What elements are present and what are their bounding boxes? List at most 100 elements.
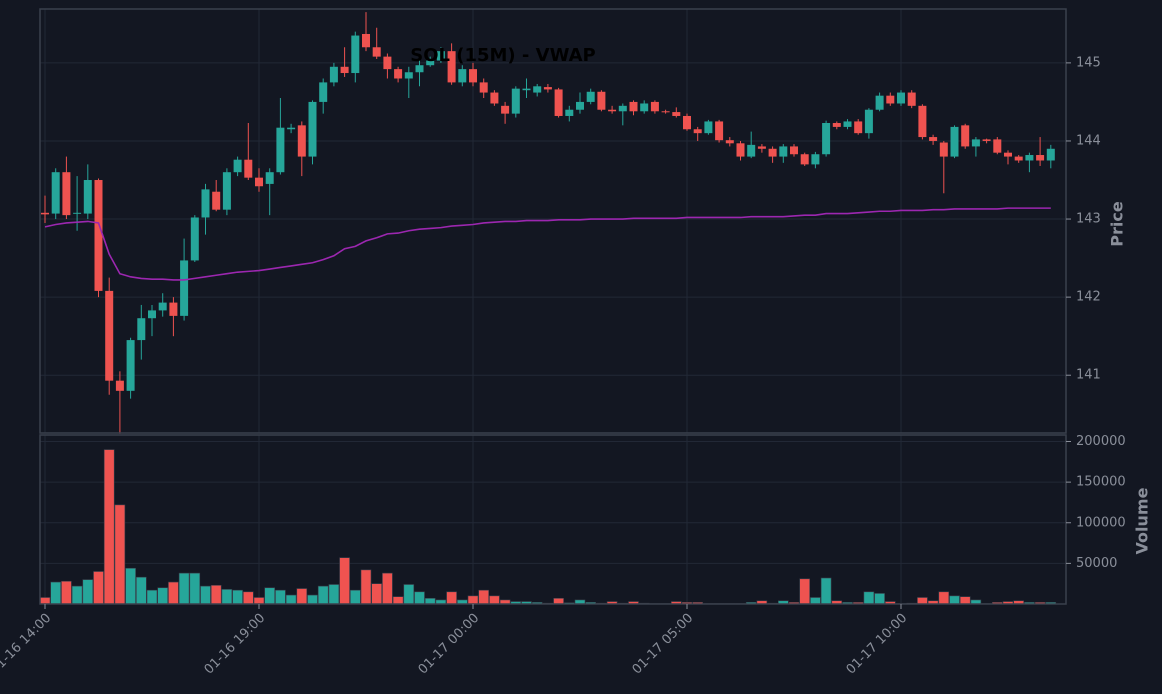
y-tick-label: 145 (1076, 55, 1101, 70)
candle-body (704, 121, 713, 134)
candle-body (854, 121, 863, 134)
candle-body (490, 92, 499, 104)
candle-body (822, 123, 831, 155)
candle-body (918, 105, 927, 138)
volume-bar (392, 596, 404, 605)
candle-body (747, 144, 756, 157)
candle-body (779, 146, 788, 157)
candle-body (693, 129, 702, 134)
candle-body (993, 139, 1002, 153)
volume-bar (253, 597, 265, 605)
volume-bar (82, 579, 94, 605)
volume-bar (424, 598, 436, 605)
candle-body (362, 33, 370, 48)
volume-bar (328, 584, 340, 605)
volume-bar (799, 578, 811, 605)
volume-tick-label: 200000 (1076, 434, 1126, 449)
candle-body (597, 91, 606, 110)
candle-body (618, 105, 627, 112)
volume-bar (863, 591, 875, 605)
volume-bar (949, 595, 960, 605)
candle-body (190, 217, 199, 261)
volume-bar (93, 571, 104, 605)
volume-bar (349, 589, 361, 605)
candle-body (961, 125, 970, 147)
x-tick-label: 01-17 00:00 (416, 611, 483, 678)
candle-body (736, 143, 745, 157)
volume-bar (200, 585, 211, 605)
candle-body (982, 139, 991, 141)
volume-bar (210, 585, 222, 605)
candle-body (137, 318, 146, 341)
volume-bar (874, 593, 885, 605)
volume-bar (168, 581, 179, 605)
candle-body (683, 115, 691, 130)
candle-body (222, 172, 231, 210)
candle-body (233, 159, 242, 173)
candle-body (875, 95, 884, 110)
candle-body (757, 146, 766, 149)
chart-title: SOL (15M) - VWAP (410, 45, 596, 66)
candle-body (715, 121, 724, 141)
candle-body (212, 191, 221, 210)
volume-tick-label: 50000 (1076, 556, 1117, 571)
candle-body (394, 69, 403, 79)
candle-body (436, 51, 445, 61)
volume-bar (371, 583, 383, 605)
candle-body (533, 86, 542, 93)
volume-bar (467, 595, 479, 605)
candle-body (1014, 156, 1023, 161)
volume-axis-label: Volume (1133, 487, 1152, 554)
x-tick-label: 01-17 05:00 (630, 611, 697, 678)
candle-body (479, 82, 488, 93)
candle-body (297, 125, 306, 157)
candle-body (115, 380, 124, 391)
volume-bar (317, 585, 329, 605)
volume-bar (403, 584, 415, 605)
volume-bar (61, 580, 72, 605)
candle-body (148, 310, 156, 319)
candle-body (886, 95, 895, 104)
candle-body (608, 109, 617, 112)
candle-body (73, 212, 82, 214)
candle-body (426, 60, 435, 66)
volume-bar (114, 504, 126, 605)
candle-body (897, 92, 905, 104)
candle-body (180, 260, 189, 316)
volume-bar (285, 594, 297, 605)
candle-body (62, 172, 71, 216)
candle-body (511, 88, 520, 114)
volume-bar (221, 589, 233, 605)
candle-body (939, 142, 948, 157)
candle-body (929, 137, 938, 141)
x-tick-label: 01-16 14:00 (0, 611, 54, 678)
volume-bar (553, 598, 564, 605)
candle-body (1025, 155, 1034, 161)
candle-body (811, 154, 820, 165)
candle-body (469, 69, 477, 83)
volume-bar (478, 589, 490, 605)
volume-bar (959, 596, 971, 605)
candle-body (790, 146, 798, 155)
volume-bar (50, 581, 62, 605)
volume-bar (232, 589, 243, 605)
volume-bar (307, 594, 318, 605)
candle-body (126, 340, 135, 391)
volume-bar (446, 591, 457, 605)
x-tick-label: 01-17 10:00 (844, 611, 911, 678)
candle-body (158, 302, 167, 311)
volume-bar (264, 587, 276, 605)
candle-body (586, 91, 595, 102)
price-panel (39, 8, 1067, 434)
candle-body (1046, 148, 1055, 161)
volume-bar (275, 589, 286, 605)
grid (40, 9, 1066, 604)
candle-body (276, 127, 285, 173)
y-tick-label: 143 (1076, 212, 1101, 227)
candle-body (843, 121, 852, 127)
candle-body (340, 66, 349, 74)
candle-body (319, 82, 328, 102)
y-tick-label: 144 (1076, 133, 1101, 148)
y-tick-label: 142 (1076, 290, 1101, 305)
y-tick-label: 141 (1076, 368, 1101, 383)
